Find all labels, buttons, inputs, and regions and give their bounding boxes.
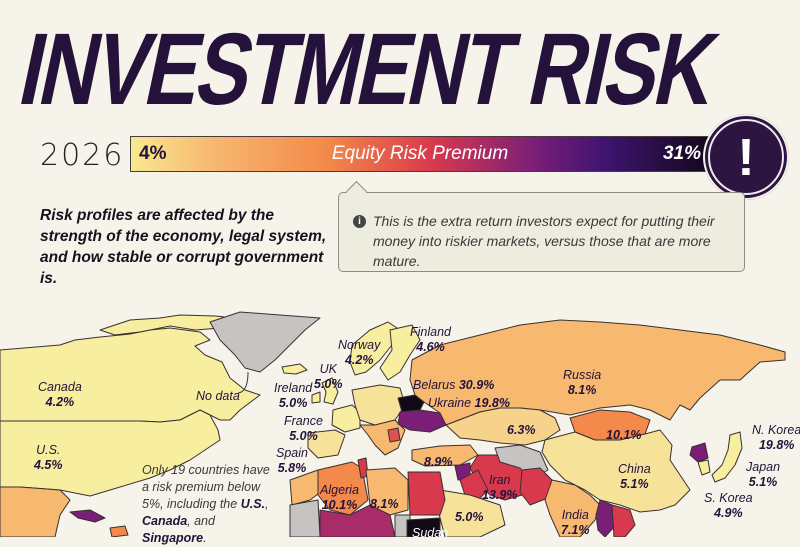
note-and: , and [187, 514, 215, 528]
region-norway [349, 321, 401, 376]
region-china [541, 429, 691, 513]
exclamation-icon: ! [703, 114, 789, 200]
note-end: . [203, 531, 207, 545]
region-mexico [0, 486, 71, 537]
region-kazakhstan [445, 407, 561, 446]
label-south-korea: S. Korea 4.9% [704, 491, 753, 520]
region-belarus [397, 394, 425, 413]
note-singapore: Singapore [142, 531, 204, 545]
region-greenland [209, 311, 321, 373]
region-sudan [406, 517, 441, 537]
region-egypt [407, 471, 446, 516]
note-us: U.S. [240, 497, 265, 511]
region-algeria [317, 461, 369, 516]
legend-min-label: 4% [139, 143, 167, 164]
note-text: Only 19 countries have a risk premium be… [142, 463, 270, 511]
tooltip-text: This is the extra return investors expec… [373, 213, 715, 269]
page-title: INVESTMENT RISK [11, 12, 726, 126]
label-algeria: Algeria 10.1% [320, 483, 359, 512]
region-central-europe [351, 384, 406, 426]
region-spain [307, 429, 346, 459]
label-no-data: No data [196, 389, 240, 403]
year-label: 2026 [40, 138, 125, 173]
label-turkey: 8.9% [424, 455, 453, 469]
region-iraq [459, 469, 489, 501]
region-mauritania [289, 499, 321, 537]
region-mali-niger [319, 504, 396, 537]
label-iran: Iran 13.9% [482, 473, 518, 502]
label-japan: Japan 5.1% [746, 460, 781, 489]
region-japan [711, 431, 743, 483]
region-chad [394, 514, 411, 537]
definition-tooltip: i This is the extra return investors exp… [338, 192, 745, 272]
region-france [331, 404, 361, 433]
label-finland: Finland 4.6% [410, 325, 451, 354]
legend-title: Equity Risk Premium [331, 143, 509, 164]
region-iceland [281, 363, 308, 375]
region-india [544, 479, 601, 537]
legend-max-label: 31% [662, 143, 701, 164]
label-spain: Spain 5.8% [276, 446, 308, 475]
label-saudi: 5.0% [455, 510, 484, 524]
label-sudan: Sudan [412, 526, 449, 540]
label-us: U.S. 4.5% [34, 443, 63, 472]
label-china: China 5.1% [618, 462, 651, 491]
label-uk: UK 5.0% [314, 362, 343, 391]
legend-color-scale: 4% Equity Risk Premium 31% [130, 136, 710, 172]
no-data-arrow [237, 371, 249, 394]
region-south-korea [697, 459, 711, 476]
label-india: India 7.1% [561, 508, 590, 537]
label-france: France 5.0% [284, 414, 323, 443]
region-caribbean [109, 525, 129, 537]
info-icon: i [353, 215, 366, 228]
region-ireland [311, 391, 321, 404]
exclamation-glyph: ! [737, 129, 755, 187]
world-map [0, 311, 786, 537]
intro-text: Risk profiles are affected by the streng… [40, 207, 327, 287]
label-ukraine: Ukraine 19.8% [428, 396, 510, 410]
region-uk [321, 377, 339, 405]
label-russia: Russia 8.1% [563, 368, 602, 397]
label-ireland: Ireland 5.0% [274, 381, 313, 410]
region-sweden-finland [379, 324, 421, 381]
map-annotation: Only 19 countries have a risk premium be… [142, 462, 272, 547]
label-belarus: Belarus 30.9% [413, 378, 495, 392]
region-serbia [387, 427, 401, 443]
region-se-asia [611, 504, 636, 537]
label-norway: Norway 4.2% [338, 338, 381, 367]
label-mongolia: 10.1% [606, 428, 642, 442]
region-turkey [411, 444, 479, 467]
note-canada: Canada [142, 514, 188, 528]
region-north-korea [689, 442, 709, 463]
region-cuba [69, 509, 106, 523]
region-ukraine [397, 409, 447, 433]
label-north-korea: N. Korea 19.8% [752, 423, 800, 452]
note-sep: , [265, 497, 269, 511]
exclamation-icon-ring [708, 119, 784, 195]
label-libya: 8.1% [370, 497, 399, 511]
label-kazakhstan: 6.3% [507, 423, 536, 437]
label-canada: Canada 4.2% [38, 380, 82, 409]
